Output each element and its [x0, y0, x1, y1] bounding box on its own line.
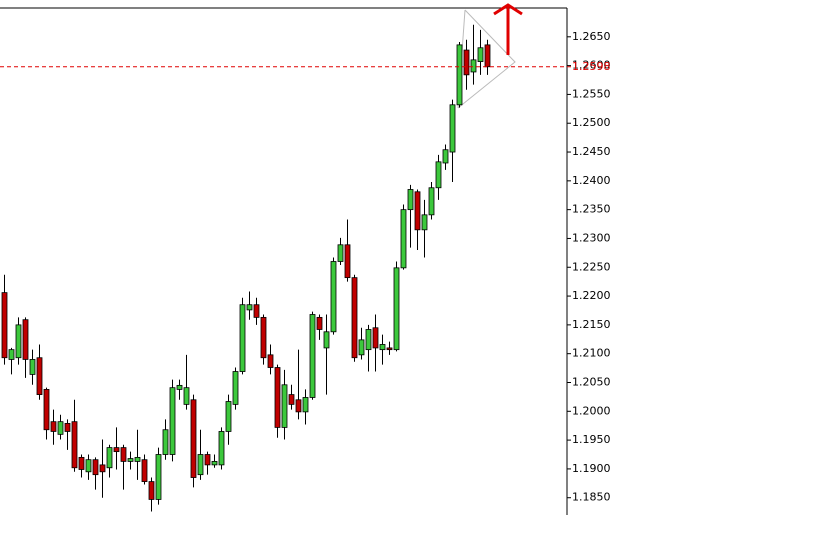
candle-body [246, 304, 253, 311]
candle-body [400, 209, 407, 269]
candle-body [148, 481, 155, 500]
candle-body [442, 149, 449, 164]
arrow-head [493, 3, 523, 16]
candle-body [78, 456, 85, 470]
candle-body [8, 349, 15, 360]
candle-body [71, 421, 78, 469]
candle-body [295, 399, 302, 413]
candle-body [386, 347, 393, 351]
candle-body [463, 49, 470, 76]
candle-body [190, 399, 197, 478]
y-tick-label: 1.2150 [572, 318, 611, 331]
candle-body [484, 44, 491, 68]
candle-body [99, 464, 106, 473]
candle-body [428, 187, 435, 216]
candle-body [43, 389, 50, 431]
candle-body [15, 324, 22, 359]
candle-body [309, 314, 316, 398]
y-tick-label: 1.2250 [572, 260, 611, 273]
y-tick-label: 1.2200 [572, 289, 611, 302]
candle-body [344, 244, 351, 279]
candle-body [183, 387, 190, 405]
candle-body [225, 401, 232, 432]
candle-body [414, 191, 421, 231]
candle-body [141, 459, 148, 482]
candle-body [169, 387, 176, 455]
y-tick-label: 1.2500 [572, 116, 611, 129]
price-label: 1.2598 [572, 60, 611, 73]
y-tick-label: 1.1850 [572, 491, 611, 504]
y-tick-label: 1.2450 [572, 145, 611, 158]
candle-body [393, 267, 400, 351]
candle-body [239, 304, 246, 372]
candle-body [365, 329, 372, 351]
candle-body [477, 47, 484, 62]
candle-body [379, 344, 386, 351]
candle-body [470, 59, 477, 73]
candle-body [232, 371, 239, 405]
candle-body [351, 277, 358, 359]
candle-body [253, 304, 260, 318]
candle-body [92, 459, 99, 476]
candle-body [449, 104, 456, 153]
candle-body [218, 431, 225, 466]
candle-body [274, 367, 281, 428]
y-tick-label: 1.2100 [572, 347, 611, 360]
candle-body [323, 331, 330, 349]
candle-body [302, 397, 309, 413]
candle-body [330, 261, 337, 333]
candle-body [127, 458, 134, 462]
y-tick-label: 1.2650 [572, 30, 611, 43]
y-tick-label: 1.2400 [572, 174, 611, 187]
y-tick-label: 1.1900 [572, 462, 611, 475]
y-tick-label: 1.1950 [572, 433, 611, 446]
candle-body [85, 459, 92, 473]
candle-body [57, 421, 64, 435]
y-tick-label: 1.2350 [572, 203, 611, 216]
candle-body [260, 316, 267, 359]
candle-body [22, 319, 29, 360]
candle-body [113, 447, 120, 453]
candle-body [197, 454, 204, 476]
y-tick-label: 1.2300 [572, 231, 611, 244]
y-tick-label: 1.2550 [572, 87, 611, 100]
y-tick-label: 1.2000 [572, 404, 611, 417]
candle-body [134, 456, 141, 462]
candle-body [316, 316, 323, 330]
candle-body [456, 44, 463, 106]
candle-body [36, 357, 43, 395]
candle-body [421, 214, 428, 231]
candle-body [176, 384, 183, 390]
y-tick-label: 1.2600 [572, 59, 611, 72]
candle-body [106, 447, 113, 469]
candle-body [211, 461, 218, 466]
y-tick-label: 1.2050 [572, 375, 611, 388]
candle-body [155, 454, 162, 500]
candle-body [267, 354, 274, 368]
candle-body [204, 454, 211, 466]
candle-body [50, 421, 57, 432]
candle-body [288, 394, 295, 405]
candle-body [1, 292, 8, 359]
triangle-pattern [457, 9, 516, 109]
candle-body [372, 327, 379, 349]
candle-body [162, 429, 169, 455]
candle-body [358, 339, 365, 356]
candle-body [407, 189, 414, 211]
candle-body [435, 161, 442, 189]
candle-body [281, 384, 288, 428]
candle-body [120, 447, 127, 462]
candle-body [29, 359, 36, 375]
candle-body [337, 244, 344, 262]
candle-body [64, 422, 71, 432]
